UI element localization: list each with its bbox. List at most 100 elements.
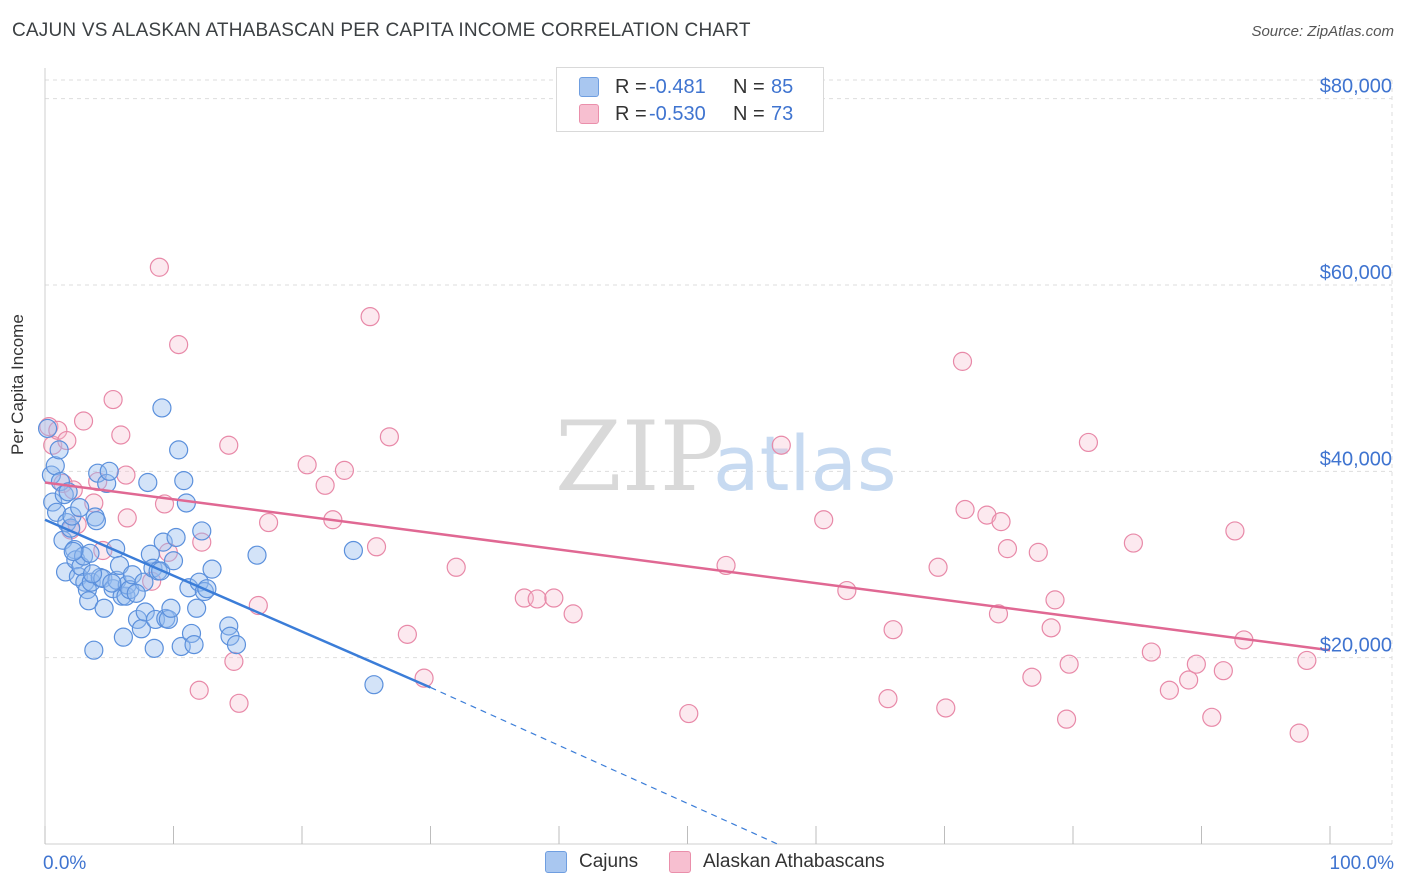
point-athabascan	[103, 389, 123, 410]
point-athabascan	[1179, 670, 1199, 690]
correlation-legend: R = -0.481 N = 85 R = -0.530 N = 73	[556, 67, 824, 132]
legend-swatch-athabascans	[579, 104, 599, 124]
r-label: R =	[615, 75, 647, 98]
y-tick-label: $60,000	[1320, 262, 1392, 284]
point-cajun	[45, 456, 65, 476]
point-cajun	[79, 591, 99, 611]
point-athabascan	[219, 435, 239, 455]
chart-title: CAJUN VS ALASKAN ATHABASCAN PER CAPITA I…	[12, 20, 751, 41]
point-athabascan	[997, 539, 1018, 559]
point-athabascan	[224, 651, 244, 671]
point-athabascan	[563, 604, 583, 624]
watermark-atlas: atlas	[713, 419, 897, 508]
point-cajun	[43, 492, 63, 512]
point-athabascan	[258, 512, 279, 533]
point-cajun	[219, 616, 239, 636]
point-cajun	[84, 640, 104, 660]
point-cajun	[152, 398, 172, 418]
point-cajun	[86, 511, 107, 531]
trend-line-cajuns	[44, 518, 431, 689]
legend-item-athabascans[interactable]: Alaskan Athabascans	[669, 851, 885, 873]
point-cajun	[93, 568, 113, 589]
n-label: N =	[733, 75, 765, 98]
point-athabascan	[991, 512, 1011, 532]
point-athabascan	[315, 475, 335, 495]
point-cajun	[202, 559, 222, 579]
trend-line-cajuns-extrapolated	[430, 686, 778, 845]
point-athabascan	[111, 425, 131, 445]
point-athabascan	[297, 455, 317, 475]
point-athabascan	[936, 698, 956, 718]
point-cajun	[184, 635, 204, 655]
point-cajun	[63, 541, 83, 562]
point-cajun	[140, 544, 160, 564]
trend-lines	[44, 481, 1331, 845]
point-cajun	[97, 473, 117, 494]
x-tick-label-max: 100.0%	[1330, 853, 1395, 874]
y-tick-label: $20,000	[1320, 635, 1392, 657]
point-athabascan	[771, 435, 791, 455]
point-athabascan	[229, 693, 249, 713]
point-athabascan	[192, 532, 212, 552]
series-alaskan-athabascans	[39, 257, 1317, 743]
point-athabascan	[1123, 533, 1143, 553]
point-cajun	[247, 545, 267, 565]
point-cajun	[163, 551, 184, 571]
point-cajun	[80, 543, 100, 563]
r-value: -0.530	[649, 102, 706, 125]
point-athabascan	[955, 499, 975, 520]
point-athabascan	[1186, 654, 1206, 674]
r-value: -0.481	[649, 75, 706, 98]
r-label: R =	[615, 102, 647, 125]
point-cajun	[102, 573, 122, 593]
point-athabascan	[334, 460, 355, 480]
point-athabascan	[1225, 521, 1245, 541]
point-cajun	[94, 598, 114, 618]
point-cajun	[122, 565, 142, 585]
n-value: 73	[771, 102, 794, 125]
point-cajun	[343, 540, 363, 561]
point-athabascan	[679, 703, 699, 724]
legend-row-cajuns: R = -0.481 N = 85	[579, 74, 793, 100]
tick-labels: $20,000 $40,000 $60,000 $80,000 0.0% 100.0%	[43, 76, 1394, 874]
axes	[44, 68, 1392, 845]
point-cajun	[113, 627, 133, 647]
point-cajun	[126, 583, 146, 603]
point-cajun	[153, 532, 173, 552]
point-athabascan	[1056, 709, 1077, 729]
point-athabascan	[1141, 642, 1161, 662]
point-athabascan	[1028, 542, 1048, 562]
point-athabascan	[1213, 661, 1233, 681]
legend-row-athabascans: R = -0.530 N = 73	[579, 101, 793, 127]
point-athabascan	[149, 257, 169, 277]
point-athabascan	[1202, 707, 1222, 727]
point-cajun	[187, 598, 207, 618]
point-athabascan	[116, 465, 136, 485]
point-athabascan	[397, 624, 417, 644]
watermark: ZIP atlas	[555, 401, 897, 513]
point-athabascan	[952, 351, 973, 371]
point-athabascan	[366, 537, 387, 557]
trend-line-athabascans	[44, 481, 1331, 652]
legend-swatch-cajuns	[545, 851, 567, 873]
point-athabascan	[1078, 432, 1099, 453]
y-tick-label: $80,000	[1320, 76, 1392, 98]
point-athabascan	[360, 307, 380, 327]
legend-item-cajuns[interactable]: Cajuns	[545, 851, 638, 873]
point-athabascan	[1022, 667, 1042, 687]
point-athabascan	[446, 557, 466, 577]
point-athabascan	[117, 508, 137, 528]
point-cajun	[166, 527, 186, 548]
point-cajun	[46, 502, 67, 522]
point-athabascan	[379, 427, 399, 447]
point-athabascan	[1045, 590, 1065, 610]
point-athabascan	[883, 620, 903, 640]
point-cajun	[364, 675, 384, 695]
point-athabascan	[878, 689, 898, 709]
y-axis-label: Per Capita Income	[8, 314, 27, 455]
point-cajun	[174, 471, 194, 491]
source-label: Source: ZipAtlas.com	[1251, 23, 1394, 40]
point-cajun	[99, 461, 119, 481]
point-cajun	[144, 638, 164, 658]
